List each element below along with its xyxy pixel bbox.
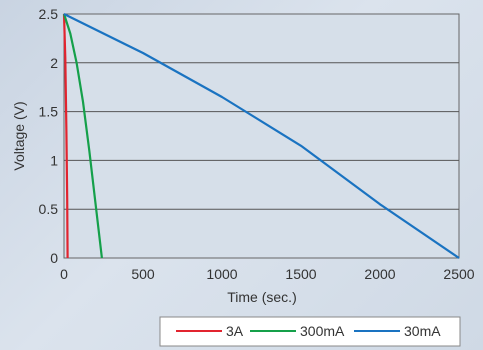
y-tick-label: 1.5 [39, 104, 59, 120]
y-tick-label: 1 [50, 152, 58, 168]
y-tick-label: 2.5 [39, 6, 59, 22]
y-tick-label: 0.5 [39, 201, 59, 217]
x-tick-label: 500 [131, 266, 155, 282]
y-tick-label: 0 [50, 250, 58, 266]
y-axis-title: Voltage (V) [11, 101, 27, 170]
grid-lines [64, 62, 459, 210]
y-tick-label: 2 [50, 55, 58, 71]
legend-label-3a: 3A [226, 323, 244, 339]
x-tick-label: 0 [60, 266, 68, 282]
x-tick-label: 1500 [285, 266, 316, 282]
x-tick-label: 2500 [443, 266, 474, 282]
x-tick-labels: 0 500 1000 1500 2000 2500 [60, 266, 475, 282]
plot-area [63, 13, 460, 259]
legend: 3A 300mA 30mA [159, 316, 461, 347]
x-tick-label: 2000 [364, 266, 395, 282]
series-line-3a [62, 13, 69, 259]
legend-label-300ma: 300mA [300, 323, 345, 339]
series-line-30ma [63, 13, 460, 259]
series-lines [62, 13, 460, 259]
x-axis-title: Time (sec.) [227, 289, 296, 305]
legend-label-30ma: 30mA [404, 323, 441, 339]
x-tick-label: 1000 [206, 266, 237, 282]
y-tick-labels: 0 0.5 1 1.5 2 2.5 [39, 6, 59, 266]
series-line-300ma [62, 13, 103, 259]
legend-box [159, 316, 461, 347]
